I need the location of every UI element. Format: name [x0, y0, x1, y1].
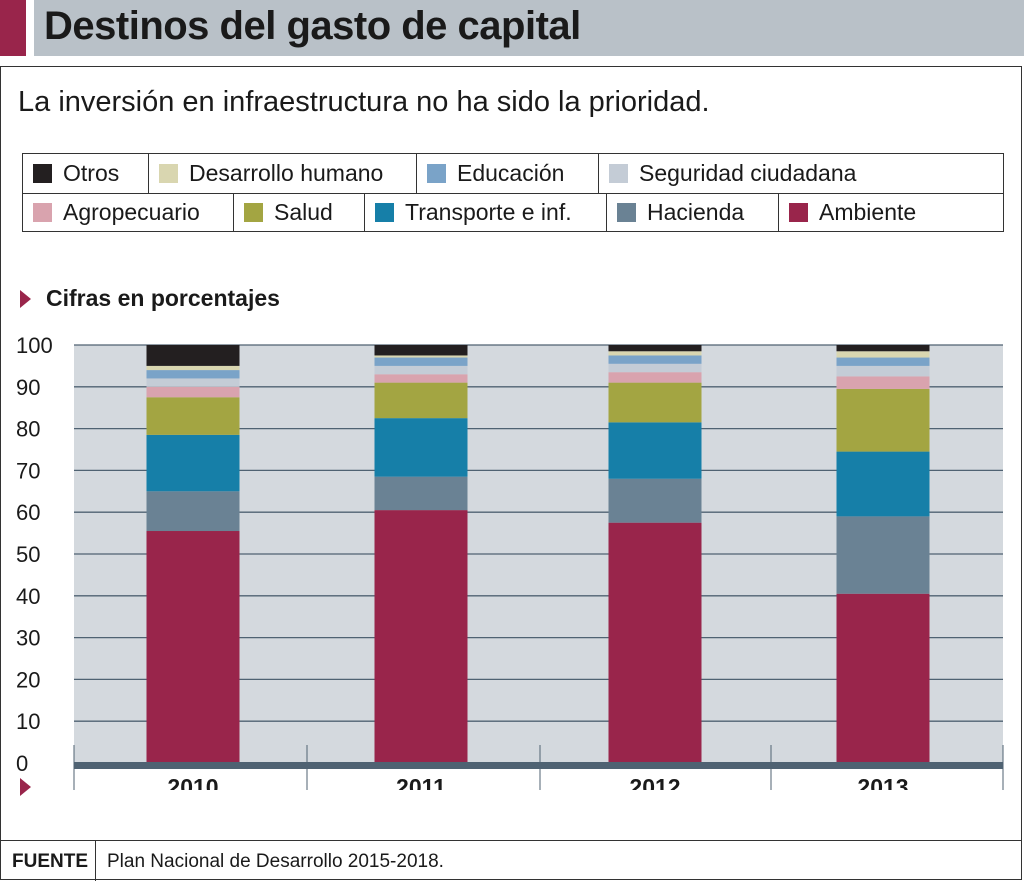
bar-segment-transporte-e-inf-2011 — [374, 418, 468, 477]
bar-segment-otros-2013 — [836, 345, 930, 352]
y-tick-label: 50 — [16, 542, 40, 567]
bar-segment-salud-2010 — [146, 397, 240, 435]
y-tick-label: 70 — [16, 458, 40, 483]
y-tick-label: 10 — [16, 709, 40, 734]
bar-segment-salud-2011 — [374, 382, 468, 419]
bar-segment-desarrollo-humano-2011 — [374, 355, 468, 358]
legend-item-salud: Salud — [233, 193, 364, 232]
legend-label: Ambiente — [819, 199, 917, 225]
y-tick-label: 30 — [16, 626, 40, 651]
x-tick-label: 2011 — [396, 774, 446, 790]
bar-segment-seguridad-ciudadana-2010 — [146, 378, 240, 387]
legend-label: Agropecuario — [63, 199, 200, 225]
chart-caption: Cifras en porcentajes — [20, 285, 280, 312]
legend-label: Salud — [274, 199, 333, 225]
bar-segment-transporte-e-inf-2013 — [836, 451, 930, 517]
bar-segment-agropecuario-2013 — [836, 376, 930, 389]
legend-swatch — [427, 164, 446, 183]
bar-segment-desarrollo-humano-2010 — [146, 365, 240, 371]
stacked-bar-chart: 0 10 20 30 40 50 60 70 80 90 100 2010 2011 2012 2013 — [16, 333, 1004, 790]
x-tick-label: 2010 — [167, 774, 218, 790]
legend-label: Desarrollo humano — [189, 160, 384, 186]
bar-segment-ambiente-2010 — [146, 531, 240, 763]
bar-segment-desarrollo-humano-2013 — [836, 351, 930, 358]
bar-segment-ambiente-2013 — [836, 593, 930, 763]
y-tick-label: 40 — [16, 584, 40, 609]
y-tick-label: 80 — [16, 417, 40, 442]
legend-item-agropecuario: Agropecuario — [23, 193, 233, 232]
bar-segment-agropecuario-2010 — [146, 386, 240, 398]
y-tick-label: 0 — [16, 751, 28, 776]
legend-item-hacienda: Hacienda — [606, 193, 778, 232]
bar-segment-seguridad-ciudadana-2011 — [374, 365, 468, 375]
legend-swatch — [609, 164, 628, 183]
axis-triangle-icon — [20, 778, 31, 796]
legend-swatch — [789, 203, 808, 222]
bar-segment-seguridad-ciudadana-2013 — [836, 365, 930, 377]
bar-segment-educaci-n-2011 — [374, 357, 468, 366]
bar-segment-ambiente-2012 — [608, 522, 702, 763]
legend-row: Agropecuario Salud Transporte e inf. Hac… — [23, 193, 1003, 232]
source-separator — [95, 840, 96, 881]
legend-label: Hacienda — [647, 199, 745, 225]
legend-item-transporte: Transporte e inf. — [364, 193, 606, 232]
legend-item-desarrollo-humano: Desarrollo humano — [148, 154, 416, 193]
bar-segment-salud-2013 — [836, 388, 930, 452]
source-label: FUENTE — [12, 851, 88, 872]
title-accent — [0, 0, 26, 56]
legend-swatch — [159, 164, 178, 183]
bar-segment-hacienda-2011 — [374, 476, 468, 511]
bar-segment-educaci-n-2013 — [836, 357, 930, 366]
bar-segment-transporte-e-inf-2012 — [608, 422, 702, 479]
legend-item-otros: Otros — [23, 154, 148, 193]
legend-label: Seguridad ciudadana — [639, 160, 857, 186]
y-tick-label: 20 — [16, 667, 40, 692]
legend-swatch — [375, 203, 394, 222]
legend-item-seguridad-ciudadana: Seguridad ciudadana — [598, 154, 1003, 193]
legend-swatch — [33, 203, 52, 222]
y-tick-label: 100 — [16, 333, 53, 358]
chart-caption-text: Cifras en porcentajes — [46, 285, 280, 311]
legend-item-ambiente: Ambiente — [778, 193, 1003, 232]
legend-row: Otros Desarrollo humano Educación Seguri… — [23, 154, 1003, 194]
legend-swatch — [617, 203, 636, 222]
source-text: Plan Nacional de Desarrollo 2015-2018. — [107, 851, 444, 872]
legend-label: Transporte e inf. — [405, 199, 572, 225]
legend: Otros Desarrollo humano Educación Seguri… — [22, 153, 1004, 232]
legend-label: Otros — [63, 160, 120, 186]
legend-swatch — [33, 164, 52, 183]
bar-segment-seguridad-ciudadana-2012 — [608, 363, 702, 373]
chart-title: Destinos del gasto de capital — [44, 4, 581, 48]
bar-segment-otros-2011 — [374, 345, 468, 356]
bar-segment-educaci-n-2012 — [608, 355, 702, 364]
x-axis — [74, 762, 1003, 769]
chart-subtitle: La inversión en infraestructura no ha si… — [18, 86, 710, 118]
bar-segment-agropecuario-2011 — [374, 374, 468, 383]
bar-segment-hacienda-2013 — [836, 516, 930, 594]
title-bar: Destinos del gasto de capital — [0, 0, 1024, 56]
y-tick-label: 60 — [16, 500, 40, 525]
x-tick-label: 2013 — [857, 774, 908, 790]
bar-segment-otros-2010 — [146, 345, 240, 366]
bar-segment-otros-2012 — [608, 345, 702, 352]
bar-segment-educaci-n-2010 — [146, 370, 240, 379]
bar-segment-hacienda-2012 — [608, 478, 702, 523]
bar-segment-desarrollo-humano-2012 — [608, 351, 702, 356]
bar-segment-transporte-e-inf-2010 — [146, 434, 240, 492]
bar-segment-hacienda-2010 — [146, 491, 240, 532]
bar-segment-salud-2012 — [608, 382, 702, 423]
legend-item-educacion: Educación — [416, 154, 598, 193]
caption-triangle-icon — [20, 289, 31, 308]
title-background — [34, 0, 1024, 56]
bar-segment-agropecuario-2012 — [608, 372, 702, 383]
y-tick-label: 90 — [16, 375, 40, 400]
legend-swatch — [244, 203, 263, 222]
x-tick-label: 2012 — [629, 774, 680, 790]
source-divider — [0, 840, 1022, 841]
chart-frame — [0, 66, 1022, 880]
bar-segment-ambiente-2011 — [374, 510, 468, 763]
legend-label: Educación — [457, 160, 565, 186]
